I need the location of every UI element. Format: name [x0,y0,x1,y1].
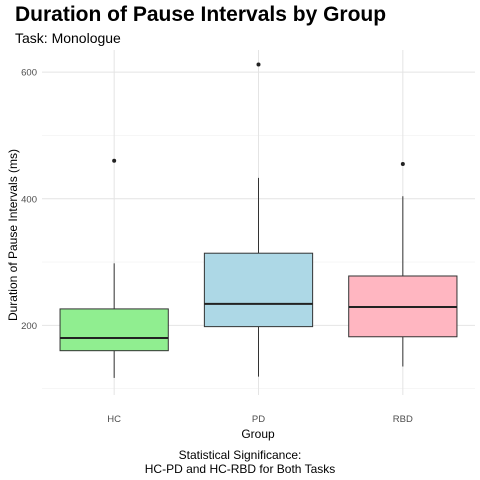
y-tick-label: 400 [21,194,37,205]
x-axis-title: Group [241,427,275,441]
x-tick-label: PD [252,414,265,425]
outlier-point [256,62,261,67]
chart-title: Duration of Pause Intervals by Group [15,3,387,26]
outlier-point [400,161,405,166]
caption-line-2: HC-PD and HC-RBD for Both Tasks [144,462,336,476]
box-hc [59,308,169,352]
caption-line-1: Statistical Significance: [178,448,302,462]
axis-labels: 200 400 600 HC PD RBD [21,68,413,425]
chart-subtitle: Task: Monologue [15,30,121,46]
y-tick-label: 600 [21,68,37,79]
y-tick-label: 200 [21,321,37,332]
box-layer [59,62,458,378]
x-tick-label: RBD [393,414,413,425]
outlier-point [112,158,117,163]
chart-caption: Statistical Significance: HC-PD and HC-R… [0,448,480,476]
y-axis-title: Duration of Pause Intervals (ms) [6,149,20,321]
box-pd [203,252,314,328]
x-tick-label: HC [107,414,121,425]
